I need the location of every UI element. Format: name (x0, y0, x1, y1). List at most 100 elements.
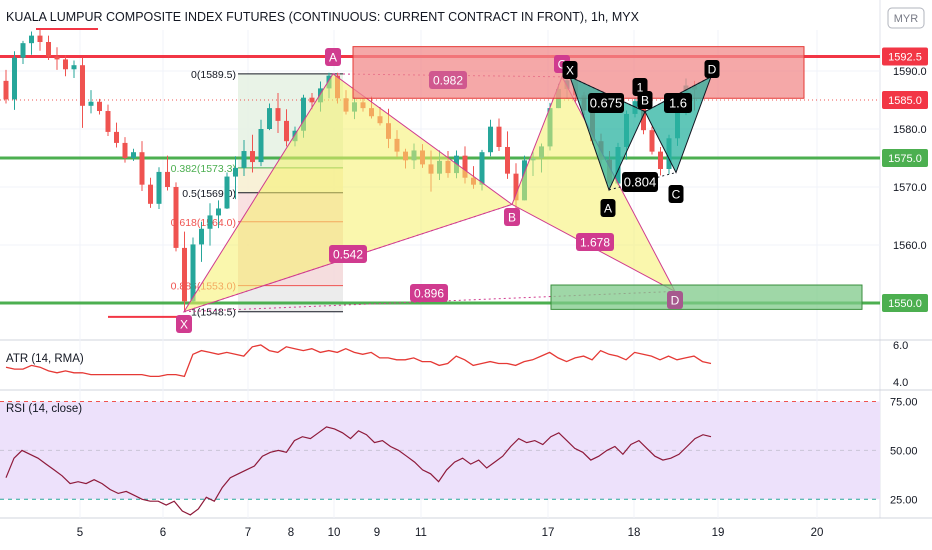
fib-level-label: 1(1548.5) (191, 307, 236, 319)
time-tick-label: 5 (77, 527, 83, 539)
time-tick-label: 20 (811, 527, 824, 539)
rsi-pane: RSI (14, close) 75.00 50.00 25.00 (0, 397, 918, 516)
candle-body (156, 171, 162, 204)
price-tick-label: 1560.0 (893, 240, 927, 252)
candle-body (216, 208, 221, 216)
pattern-point-label: A (329, 50, 337, 64)
candle-body (139, 152, 145, 185)
pattern-small-ac (608, 172, 677, 191)
pattern-point-label-bg (176, 315, 192, 333)
price-marker-label: 1592.5 (888, 52, 922, 64)
rsi-legend: RSI (14, close) (6, 403, 82, 415)
candle-body (199, 228, 204, 245)
time-tick-label: 9 (374, 527, 380, 539)
small-pattern-point-label: X (566, 63, 574, 77)
candle-body (658, 151, 663, 170)
candle-body (513, 173, 519, 201)
fib-level-label: 0(1589.5) (191, 69, 236, 81)
fib-level-label: 0.382(1573.3) (171, 163, 236, 175)
currency-badge[interactable]: MYR (887, 7, 925, 29)
price-marker-bg (882, 47, 928, 66)
pattern-point-label-bg (504, 208, 520, 226)
candle-body (284, 120, 289, 142)
price-marker-label: 1575.0 (888, 153, 922, 165)
small-pattern-point-label: D (708, 62, 717, 76)
candle-body (275, 108, 281, 121)
time-tick-label: 10 (328, 527, 341, 539)
candle-body (29, 35, 34, 44)
candle-body (63, 59, 68, 70)
pattern-ratio-label-bg (429, 71, 467, 89)
pattern-ratio-label-bg (410, 284, 448, 302)
pattern-point-label: B (508, 210, 516, 224)
candle-body (649, 130, 655, 152)
pattern-ratio-label: 0.896 (414, 286, 444, 300)
candle-body (114, 131, 119, 143)
candle-body (12, 57, 17, 100)
small-pattern-ratio-label: 0.804 (624, 175, 657, 190)
candle-body (165, 171, 170, 187)
candle-body (71, 65, 77, 70)
price-marker-label: 1585.0 (888, 95, 922, 107)
time-tick-label: 11 (415, 527, 427, 539)
price-marker-label: 1550.0 (888, 298, 922, 310)
candle-body (224, 176, 230, 209)
candle-body (105, 111, 111, 132)
currency-badge-label: MYR (894, 13, 919, 25)
price-tick-label: 1570.0 (893, 182, 927, 194)
candle-body (20, 43, 26, 58)
candle-body (173, 187, 179, 248)
pattern-point-label: D (671, 293, 680, 307)
candle-body (479, 152, 485, 185)
candle-body (37, 35, 43, 42)
fib-level-label: 0.5(1569.0) (182, 188, 236, 200)
atr-pane: ATR (14, RMA) 6.0 4.0 (5, 340, 908, 389)
candle-body (505, 146, 510, 174)
candle-body (3, 80, 9, 100)
small-pattern-point-label-bg (600, 199, 616, 217)
small-pattern-point-label-bg (668, 185, 684, 203)
candle-body (241, 151, 247, 168)
atr-tick-label: 4.0 (893, 377, 908, 389)
candle-body (496, 126, 502, 147)
time-tick-label: 7 (245, 527, 251, 539)
candle-body (54, 56, 60, 60)
small-pattern-ratio-label-bg (588, 93, 624, 113)
time-tick-label: 18 (628, 527, 641, 539)
harmonic-patterns: X A B C D 0.982 0.542 1.678 0.896 X A B C D 1 0.675 0.80… (176, 46, 863, 333)
candle-body (80, 65, 85, 106)
target-zone-green (550, 284, 863, 310)
rsi-tick-label: 25.00 (890, 494, 918, 506)
small-pattern-point-label: 1 (637, 80, 644, 94)
small-pattern-point-label: A (604, 201, 612, 215)
rsi-tick-label: 75.00 (890, 397, 918, 409)
price-marker-bg (882, 149, 928, 167)
candle-body (182, 247, 187, 302)
candle-body (309, 97, 315, 103)
candle-body (233, 167, 238, 177)
small-pattern-point-label: C (672, 187, 681, 201)
pattern-point-label: X (180, 317, 188, 331)
atr-line (5, 344, 712, 378)
pattern-ratio-label-bg (576, 233, 614, 251)
pattern-ratio-label: 0.542 (333, 247, 363, 261)
price-tick-label: 1590.0 (893, 66, 927, 78)
time-tick-label: 8 (288, 527, 294, 539)
small-pattern-ratio-label-bg (622, 172, 658, 192)
candle-body (88, 101, 94, 106)
small-pattern-point-label: B (641, 93, 649, 107)
time-axis: 5 6 7 10 11 17 18 19 20 8 9 (77, 527, 824, 539)
pattern-ratio-label: 0.982 (433, 73, 463, 87)
candle-body (488, 126, 493, 153)
price-marker-bg (882, 294, 928, 312)
pattern-ratio-label-bg (329, 245, 367, 263)
small-pattern-point-label-bg (704, 60, 720, 78)
rsi-line (5, 426, 712, 516)
rsi-tick-label: 50.00 (890, 445, 918, 457)
small-pattern-ratio-label: 1.6 (669, 96, 687, 111)
time-tick-label: 19 (712, 527, 725, 539)
candle-body (207, 215, 213, 229)
price-axis: 1590.0 1580.0 1570.0 1560.0 1550.0 1592.5 1585… (882, 47, 928, 312)
candle-body (250, 151, 255, 163)
